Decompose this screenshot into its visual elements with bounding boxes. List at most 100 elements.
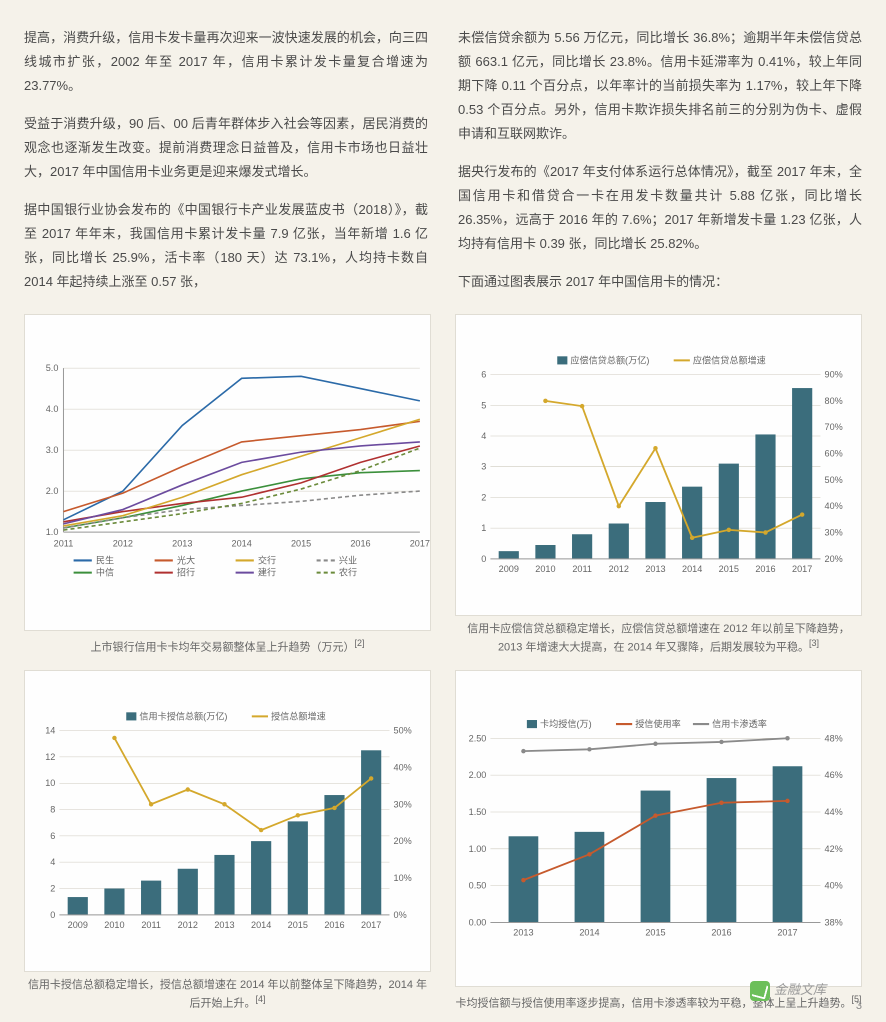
svg-text:2.50: 2.50 [469, 734, 487, 744]
svg-text:12: 12 [45, 752, 55, 762]
svg-text:10%: 10% [394, 873, 412, 883]
svg-text:应偿信贷总额增速: 应偿信贷总额增速 [693, 355, 766, 366]
svg-text:授信总额增速: 授信总额增速 [271, 711, 326, 722]
svg-text:2.00: 2.00 [469, 770, 487, 780]
svg-text:60%: 60% [825, 449, 843, 459]
svg-text:20%: 20% [394, 836, 412, 846]
svg-text:2.0: 2.0 [46, 487, 59, 497]
svg-text:40%: 40% [825, 881, 843, 891]
svg-text:4.0: 4.0 [46, 405, 59, 415]
svg-text:40%: 40% [825, 502, 843, 512]
chart-caption: 上市银行信用卡卡均年交易额整体呈上升趋势（万元）[2] [24, 637, 431, 656]
svg-text:卡均授信(万): 卡均授信(万) [540, 718, 592, 729]
svg-text:30%: 30% [825, 528, 843, 538]
svg-text:50%: 50% [394, 726, 412, 736]
svg-text:2014: 2014 [232, 539, 252, 549]
wechat-icon [750, 981, 770, 1001]
svg-text:兴业: 兴业 [339, 556, 357, 566]
svg-text:2014: 2014 [251, 920, 271, 930]
svg-text:2010: 2010 [535, 564, 555, 574]
svg-text:14: 14 [45, 726, 55, 736]
svg-text:2015: 2015 [291, 539, 311, 549]
svg-text:5: 5 [481, 401, 486, 411]
page-number: 3 [856, 996, 862, 1016]
svg-text:6: 6 [481, 370, 486, 380]
svg-text:2010: 2010 [104, 920, 124, 930]
svg-text:2017: 2017 [777, 928, 797, 938]
svg-text:2009: 2009 [499, 564, 519, 574]
svg-text:2011: 2011 [572, 564, 592, 574]
left-column: 提高，消费升级，信用卡发卡量再次迎来一波快速发展的机会，向三四线城市扩张，200… [24, 26, 428, 308]
para: 据中国银行业协会发布的《中国银行卡产业发展蓝皮书（2018）》，截至 2017 … [24, 198, 428, 294]
svg-text:光大: 光大 [177, 555, 195, 566]
svg-text:2011: 2011 [141, 920, 161, 930]
svg-text:50%: 50% [825, 475, 843, 485]
svg-text:2013: 2013 [214, 920, 234, 930]
svg-text:农行: 农行 [339, 567, 357, 578]
svg-text:44%: 44% [825, 807, 843, 817]
svg-text:应偿信贷总额(万亿): 应偿信贷总额(万亿) [570, 355, 649, 366]
svg-text:2017: 2017 [792, 564, 812, 574]
chart-avg-credit: 0.00 0.50 1.00 1.50 2.00 2.50 38% 40% 42% 44% 46% 4… [455, 670, 862, 987]
svg-text:38%: 38% [825, 918, 843, 928]
svg-text:1.0: 1.0 [46, 528, 59, 538]
svg-text:2016: 2016 [324, 920, 344, 930]
svg-text:5.0: 5.0 [46, 364, 59, 374]
svg-text:4: 4 [481, 431, 486, 441]
para: 据央行发布的《2017 年支付体系运行总体情况》，截至 2017 年末，全国信用… [458, 160, 862, 256]
svg-text:2012: 2012 [113, 539, 133, 549]
svg-text:80%: 80% [825, 396, 843, 406]
chart-credit-balance: 012345620%30%40%50%60%70%80%90%200920102… [455, 314, 862, 615]
svg-text:2015: 2015 [719, 564, 739, 574]
svg-text:民生: 民生 [96, 555, 114, 566]
svg-text:1.50: 1.50 [469, 807, 487, 817]
watermark: 金融文库 [750, 978, 826, 1002]
para: 提高，消费升级，信用卡发卡量再次迎来一波快速发展的机会，向三四线城市扩张，200… [24, 26, 428, 98]
para: 受益于消费升级，90 后、00 后青年群体步入社会等因素，居民消费的观念也逐渐发… [24, 112, 428, 184]
svg-text:交行: 交行 [258, 555, 276, 566]
svg-text:0.50: 0.50 [469, 881, 487, 891]
svg-text:建行: 建行 [258, 567, 276, 578]
svg-text:2013: 2013 [645, 564, 665, 574]
svg-text:2015: 2015 [645, 928, 665, 938]
svg-text:信用卡渗透率: 信用卡渗透率 [712, 718, 767, 729]
svg-text:3.0: 3.0 [46, 446, 59, 456]
svg-text:2: 2 [481, 493, 486, 503]
svg-text:46%: 46% [825, 770, 843, 780]
svg-text:30%: 30% [394, 800, 412, 810]
chart-credit-limit: 024681012140%10%20%30%40%50%200920102011… [24, 670, 431, 971]
svg-text:0: 0 [50, 910, 55, 920]
svg-text:2016: 2016 [350, 539, 370, 549]
svg-text:2: 2 [50, 884, 55, 894]
svg-text:20%: 20% [825, 554, 843, 564]
svg-text:信用卡授信总额(万亿): 信用卡授信总额(万亿) [139, 711, 227, 722]
svg-text:3: 3 [481, 462, 486, 472]
svg-text:中信: 中信 [96, 567, 114, 578]
svg-text:4: 4 [50, 857, 55, 867]
chart-bank-transaction: 1.0 2.0 3.0 4.0 5.0 2011 2012 2013 2014 2015 2016 2… [24, 314, 431, 631]
svg-text:40%: 40% [394, 763, 412, 773]
para: 下面通过图表展示 2017 年中国信用卡的情况： [458, 270, 862, 294]
svg-text:0: 0 [481, 554, 486, 564]
svg-text:2017: 2017 [410, 539, 430, 549]
svg-text:2013: 2013 [172, 539, 192, 549]
svg-text:48%: 48% [825, 734, 843, 744]
svg-text:2014: 2014 [682, 564, 702, 574]
para: 未偿信贷余额为 5.56 万亿元，同比增长 36.8%；逾期半年未偿信贷总额 6… [458, 26, 862, 146]
svg-text:2011: 2011 [54, 539, 74, 549]
svg-text:授信使用率: 授信使用率 [635, 718, 681, 729]
svg-text:42%: 42% [825, 844, 843, 854]
svg-text:8: 8 [50, 805, 55, 815]
svg-text:2017: 2017 [361, 920, 381, 930]
svg-text:2015: 2015 [288, 920, 308, 930]
svg-text:0%: 0% [394, 910, 407, 920]
svg-text:2009: 2009 [68, 920, 88, 930]
svg-text:2012: 2012 [609, 564, 629, 574]
chart-caption: 信用卡授信总额稳定增长，授信总额增速在 2014 年以前整体呈下降趋势，2014… [24, 978, 431, 1012]
chart-caption: 信用卡应偿信贷总额稳定增长，应偿信贷总额增速在 2012 年以前呈下降趋势，20… [455, 622, 862, 656]
svg-text:1.00: 1.00 [469, 844, 487, 854]
svg-text:1: 1 [481, 524, 486, 534]
svg-text:2014: 2014 [579, 928, 599, 938]
svg-text:0.00: 0.00 [469, 918, 487, 928]
svg-text:6: 6 [50, 831, 55, 841]
